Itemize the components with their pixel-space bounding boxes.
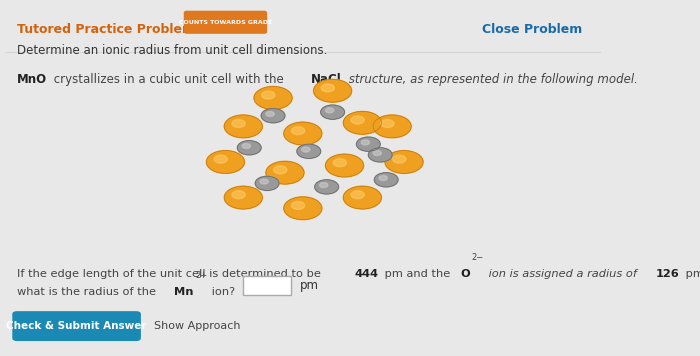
Circle shape [343, 186, 382, 209]
Text: 2−: 2− [472, 253, 484, 262]
Circle shape [381, 120, 394, 127]
Circle shape [326, 154, 363, 177]
Circle shape [297, 144, 321, 158]
Circle shape [374, 173, 398, 187]
Text: Check & Submit Answer: Check & Submit Answer [6, 321, 147, 331]
Text: ion?: ion? [209, 287, 235, 297]
Circle shape [385, 151, 423, 173]
FancyBboxPatch shape [13, 311, 141, 341]
Circle shape [315, 180, 339, 194]
Text: NaCl: NaCl [311, 73, 342, 86]
Text: Show Approach: Show Approach [154, 321, 241, 331]
Circle shape [206, 151, 244, 173]
Circle shape [291, 127, 304, 135]
Circle shape [260, 179, 268, 184]
Circle shape [321, 84, 335, 92]
Text: structure, as represented in the following model.: structure, as represented in the followi… [344, 73, 638, 86]
Circle shape [291, 201, 304, 209]
Text: Tutored Practice Problem 12.3.2: Tutored Practice Problem 12.3.2 [17, 23, 244, 36]
Circle shape [256, 176, 279, 190]
Circle shape [379, 176, 387, 180]
Text: what is the radius of the: what is the radius of the [17, 287, 160, 297]
Circle shape [237, 141, 261, 155]
Circle shape [266, 161, 304, 184]
Circle shape [373, 151, 382, 156]
Circle shape [232, 191, 245, 199]
Circle shape [343, 111, 382, 134]
Text: 2+: 2+ [195, 271, 207, 280]
Circle shape [254, 87, 292, 109]
Circle shape [393, 155, 406, 163]
Circle shape [284, 122, 322, 145]
Circle shape [224, 115, 262, 138]
Circle shape [319, 183, 328, 188]
Circle shape [302, 147, 310, 152]
Circle shape [351, 191, 364, 199]
Circle shape [356, 137, 380, 151]
Circle shape [351, 116, 364, 124]
FancyBboxPatch shape [244, 276, 291, 295]
Text: 126: 126 [656, 269, 680, 279]
Circle shape [266, 111, 274, 116]
Text: pm and the: pm and the [381, 269, 454, 279]
FancyBboxPatch shape [184, 11, 267, 34]
Text: pm,: pm, [682, 269, 700, 279]
Circle shape [214, 155, 228, 163]
Text: pm: pm [300, 279, 319, 292]
Text: If the edge length of the unit cell is determined to be: If the edge length of the unit cell is d… [17, 269, 325, 279]
Circle shape [284, 197, 322, 220]
Circle shape [326, 108, 334, 113]
Circle shape [333, 159, 346, 167]
Circle shape [262, 91, 275, 99]
Circle shape [274, 166, 287, 174]
Circle shape [373, 115, 411, 138]
Text: crystallizes in a cubic unit cell with the: crystallizes in a cubic unit cell with t… [50, 73, 288, 86]
Circle shape [232, 120, 245, 127]
Circle shape [224, 186, 262, 209]
Text: Close Problem: Close Problem [482, 23, 582, 36]
Text: COUNTS TOWARDS GRADE: COUNTS TOWARDS GRADE [178, 20, 272, 25]
Circle shape [361, 140, 370, 145]
Circle shape [242, 143, 251, 148]
Circle shape [261, 109, 285, 123]
Circle shape [321, 105, 344, 119]
Text: O: O [461, 269, 470, 279]
Circle shape [368, 148, 392, 162]
Circle shape [314, 79, 351, 102]
Text: 444: 444 [354, 269, 379, 279]
Text: ion is assigned a radius of: ion is assigned a radius of [485, 269, 640, 279]
Text: MnO: MnO [17, 73, 47, 86]
Text: Mn: Mn [174, 287, 193, 297]
Text: Determine an ionic radius from unit cell dimensions.: Determine an ionic radius from unit cell… [17, 44, 328, 58]
